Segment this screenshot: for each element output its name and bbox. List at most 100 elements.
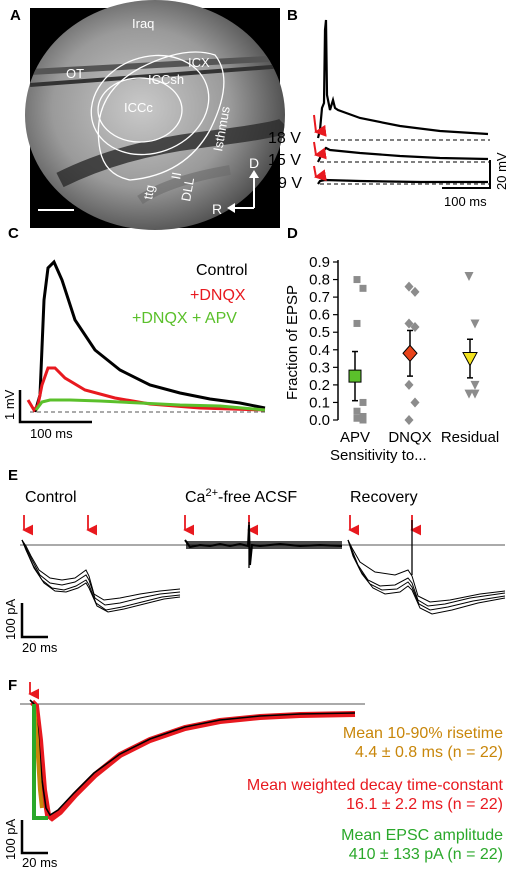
y-axis-label: Fraction of EPSP bbox=[284, 285, 301, 400]
mean-marker-dnqx bbox=[402, 344, 418, 363]
fit-amplitude bbox=[32, 704, 48, 820]
panel-e-label: E bbox=[8, 467, 18, 484]
amp-value: 410 ± 133 pA (n = 22) bbox=[349, 846, 503, 863]
data-point bbox=[464, 272, 474, 282]
data-point bbox=[353, 276, 361, 284]
decay-title: Mean weighted decay time-constant bbox=[247, 777, 504, 794]
y-tick-label: 0.7 bbox=[309, 289, 330, 306]
icx-outline bbox=[97, 51, 225, 181]
label-control-e: Control bbox=[25, 489, 77, 506]
y-tick-label: 0.2 bbox=[309, 377, 330, 394]
trace-dnqx-apv bbox=[34, 398, 266, 412]
scale-bar-f bbox=[20, 820, 48, 855]
mean-marker-apv bbox=[348, 369, 362, 383]
y-tick-label: 0.9 bbox=[309, 254, 330, 271]
trace-9v bbox=[317, 178, 488, 185]
trace-f bbox=[29, 699, 356, 817]
data-point bbox=[359, 416, 367, 424]
trace-control bbox=[33, 259, 266, 413]
scale-f-x: 20 ms bbox=[22, 855, 58, 870]
data-point bbox=[410, 321, 420, 332]
scale-b-y: 20 mV bbox=[494, 152, 509, 190]
data-point bbox=[404, 281, 414, 292]
panel-b: B 18 V 15 V 9 V 100 ms 20 mV bbox=[268, 7, 509, 209]
scatter-chart: 0.00.10.20.30.40.50.60.70.80.9 APV DNQX Res… bbox=[309, 254, 499, 446]
data-point bbox=[410, 286, 420, 297]
stim-arrow-15v bbox=[313, 141, 327, 160]
label-15v: 15 V bbox=[268, 152, 301, 169]
ca-superscript: 2+ bbox=[205, 487, 218, 499]
scale-f-y: 100 pA bbox=[3, 818, 18, 860]
data-point bbox=[404, 415, 414, 425]
mean-marker-residual bbox=[462, 352, 478, 367]
traces-control-e bbox=[21, 539, 181, 613]
data-point bbox=[470, 380, 480, 390]
scale-e-y: 100 pA bbox=[3, 598, 18, 640]
label-iraq: Iraq bbox=[132, 16, 154, 31]
panel-c-label: C bbox=[8, 225, 19, 242]
y-tick-label: 0.5 bbox=[309, 324, 330, 341]
orientation-arrows: D R bbox=[212, 155, 259, 217]
panel-d: D Fraction of EPSP 0.00.10.20.30.40.50.6… bbox=[284, 225, 499, 464]
legend-dnqx: +DNQX bbox=[190, 287, 246, 304]
label-ca-free: Ca2+-free ACSF bbox=[185, 487, 297, 506]
label-ttg: ttg bbox=[140, 184, 157, 201]
trace-18v bbox=[316, 19, 489, 139]
data-point bbox=[359, 284, 367, 292]
panel-a: A Iraq OT ICX ICCsh ICCc Isthmus ttg II … bbox=[10, 0, 285, 230]
scale-c-x: 100 ms bbox=[30, 426, 73, 441]
scale-e-x: 20 ms bbox=[22, 640, 58, 655]
label-iccsh: ICCsh bbox=[148, 72, 184, 87]
y-tick-label: 0.6 bbox=[309, 307, 330, 324]
data-point bbox=[359, 398, 367, 406]
data-point bbox=[410, 397, 420, 408]
fit-decay bbox=[29, 699, 356, 822]
label-ll: II bbox=[168, 171, 184, 181]
legend-dnqx-apv: +DNQX + APV bbox=[132, 310, 237, 327]
panel-a-label: A bbox=[10, 7, 21, 24]
label-d: D bbox=[249, 155, 259, 171]
ca-suffix: -free ACSF bbox=[218, 489, 297, 506]
panel-f-label: F bbox=[8, 677, 17, 694]
trace-15v bbox=[317, 146, 489, 163]
label-iccc: ICCc bbox=[124, 100, 153, 115]
iccc-outline bbox=[97, 77, 183, 143]
decay-value: 16.1 ± 2.2 ms (n = 22) bbox=[346, 796, 503, 813]
scale-c-y: 1 mV bbox=[2, 389, 17, 420]
panel-e: E Control Ca2+-free ACSF Recovery bbox=[3, 467, 506, 655]
label-ot: OT bbox=[66, 66, 84, 81]
x-tick-label-apv: APV bbox=[340, 429, 370, 446]
noise-band-ca bbox=[186, 541, 342, 549]
stim-arrow-9v bbox=[313, 165, 327, 182]
label-dll: DLL bbox=[178, 176, 197, 202]
data-point bbox=[353, 407, 361, 415]
label-icx: ICX bbox=[188, 55, 210, 70]
label-9v: 9 V bbox=[278, 175, 302, 192]
y-tick-label: 0.1 bbox=[309, 394, 330, 411]
y-tick-label: 0.3 bbox=[309, 359, 330, 376]
panel-f: F 100 pA 20 ms Mean 10-90% risetime 4.4 … bbox=[3, 677, 504, 870]
data-point bbox=[359, 412, 367, 420]
data-point bbox=[353, 414, 361, 422]
x-tick-label-residual: Residual bbox=[441, 429, 499, 446]
traces-recovery-e bbox=[347, 539, 506, 615]
iccsh-outline bbox=[90, 54, 210, 156]
label-18v: 18 V bbox=[268, 130, 301, 147]
y-tick-label: 0.4 bbox=[309, 342, 330, 359]
data-point bbox=[470, 319, 480, 329]
data-point bbox=[404, 379, 414, 390]
data-point bbox=[470, 389, 480, 399]
scale-bar-b bbox=[442, 160, 491, 189]
scale-b-x: 100 ms bbox=[444, 194, 487, 209]
x-tick-label-dnqx: DNQX bbox=[388, 429, 431, 446]
amp-title: Mean EPSC amplitude bbox=[341, 827, 503, 844]
label-r: R bbox=[212, 201, 222, 217]
risetime-title: Mean 10-90% risetime bbox=[343, 725, 503, 742]
panel-c: C Control +DNQX +DNQX + APV 1 mV 100 ms bbox=[2, 225, 266, 441]
stim-arrow-18v bbox=[313, 114, 327, 137]
label-recovery: Recovery bbox=[350, 489, 418, 506]
y-tick-label: 0.0 bbox=[309, 412, 330, 429]
y-tick-label: 0.8 bbox=[309, 272, 330, 289]
panel-d-label: D bbox=[287, 225, 298, 242]
